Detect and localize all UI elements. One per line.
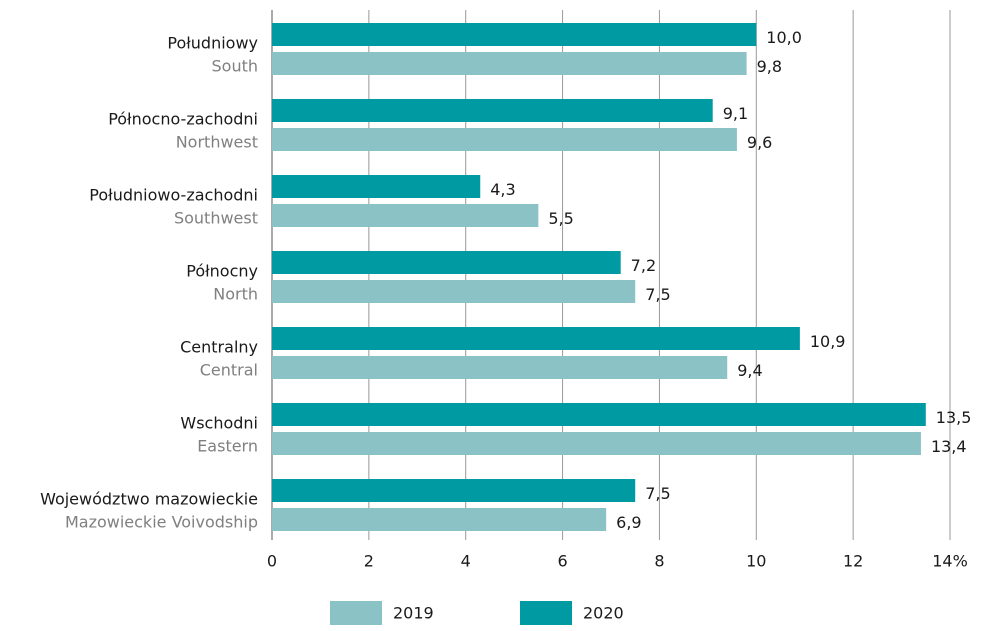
- subcategory-label: North: [213, 285, 258, 304]
- bar: [272, 432, 921, 455]
- value-label: 4,3: [490, 180, 515, 199]
- legend-swatch: [520, 601, 572, 625]
- x-tick-label: 12: [843, 552, 863, 571]
- bar: [272, 175, 481, 198]
- subcategory-label: Central: [200, 361, 258, 380]
- bar: [272, 403, 926, 426]
- subcategory-label: Eastern: [197, 437, 258, 456]
- subcategory-label: Southwest: [174, 209, 258, 228]
- value-label: 9,1: [723, 104, 748, 123]
- category-label: Wschodni: [180, 414, 258, 433]
- category-label: Województwo mazowieckie: [40, 490, 258, 509]
- value-label: 10,9: [810, 332, 846, 351]
- category-label: Północno-zachodni: [108, 110, 258, 129]
- category-label: Południowy: [167, 34, 258, 53]
- value-label: 13,4: [931, 437, 967, 456]
- category-label: Północny: [186, 262, 258, 281]
- bar: [272, 508, 607, 531]
- legend-label: 2020: [583, 604, 624, 623]
- category-label: Centralny: [180, 338, 258, 357]
- x-tick-label: 2: [364, 552, 374, 571]
- value-label: 7,2: [631, 256, 656, 275]
- value-label: 10,0: [766, 28, 802, 47]
- subcategory-label: Mazowieckie Voivodship: [65, 513, 258, 532]
- bar: [272, 251, 621, 274]
- legend-label: 2019: [393, 604, 434, 623]
- bar: [272, 479, 636, 502]
- x-tick-label: 8: [654, 552, 664, 571]
- value-label: 7,5: [645, 285, 670, 304]
- value-label: 6,9: [616, 513, 641, 532]
- bar: [272, 204, 539, 227]
- value-label: 13,5: [936, 408, 972, 427]
- bar: [272, 128, 737, 151]
- subcategory-label: South: [212, 57, 259, 76]
- value-label: 9,8: [757, 57, 782, 76]
- x-tick-label: 6: [557, 552, 567, 571]
- bar: [272, 356, 728, 379]
- value-label: 9,6: [747, 133, 772, 152]
- x-tick-label: 14%: [932, 552, 968, 571]
- legend-swatch: [330, 601, 382, 625]
- bar: [272, 99, 713, 122]
- subcategory-label: Northwest: [176, 133, 258, 152]
- value-label: 9,4: [737, 361, 762, 380]
- category-label: Południowo-zachodni: [89, 186, 258, 205]
- bar: [272, 280, 636, 303]
- bar: [272, 23, 757, 46]
- value-label: 7,5: [645, 484, 670, 503]
- value-label: 5,5: [548, 209, 573, 228]
- bar: [272, 327, 800, 350]
- x-tick-label: 10: [746, 552, 766, 571]
- x-tick-label: 0: [267, 552, 277, 571]
- bar: [272, 52, 747, 75]
- x-tick-label: 4: [461, 552, 471, 571]
